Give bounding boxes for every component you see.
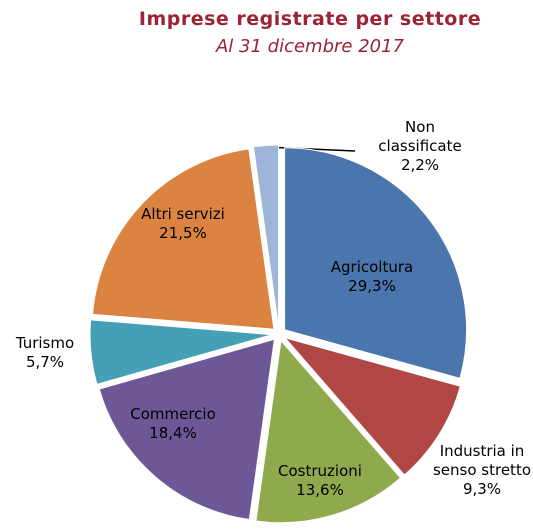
pie-slice: [284, 147, 468, 379]
slice-label: Industria in senso stretto 9,3%: [432, 442, 532, 499]
category-label: Non classificate: [378, 118, 462, 155]
category-label: Altri servizi: [141, 205, 225, 223]
value-label: 18,4%: [149, 424, 197, 442]
slice-label: Agricoltura 29,3%: [322, 258, 422, 296]
slice-label: Commercio 18,4%: [118, 405, 228, 443]
slice-label: Altri servizi 21,5%: [128, 205, 238, 243]
value-label: 9,3%: [462, 480, 502, 498]
pie-slice: [89, 319, 273, 385]
slice-label: Turismo 5,7%: [0, 334, 90, 372]
pie-slice: [252, 144, 280, 328]
category-label: Agricoltura: [330, 258, 414, 276]
value-label: 5,7%: [25, 353, 65, 371]
value-label: 29,3%: [348, 277, 396, 295]
pie-slice: [283, 336, 461, 476]
chart-subtitle: Al 31 dicembre 2017: [215, 36, 405, 57]
pie-slice: [91, 148, 275, 330]
category-label: Commercio: [130, 405, 216, 423]
slice-label: Non classificate 2,2%: [370, 118, 470, 175]
category-label: Industria in senso stretto: [432, 442, 531, 479]
pie-slice: [98, 338, 276, 521]
value-label: 13,6%: [296, 481, 344, 499]
value-label: 21,5%: [159, 224, 207, 242]
category-label: Turismo: [15, 334, 75, 352]
pie-slice: [255, 339, 402, 524]
chart-title: Imprese registrate per settore: [138, 8, 482, 30]
leader-line: [264, 146, 356, 152]
value-label: 2,2%: [400, 156, 440, 174]
category-label: Costruzioni: [278, 462, 362, 480]
slice-label: Costruzioni 13,6%: [260, 462, 380, 500]
